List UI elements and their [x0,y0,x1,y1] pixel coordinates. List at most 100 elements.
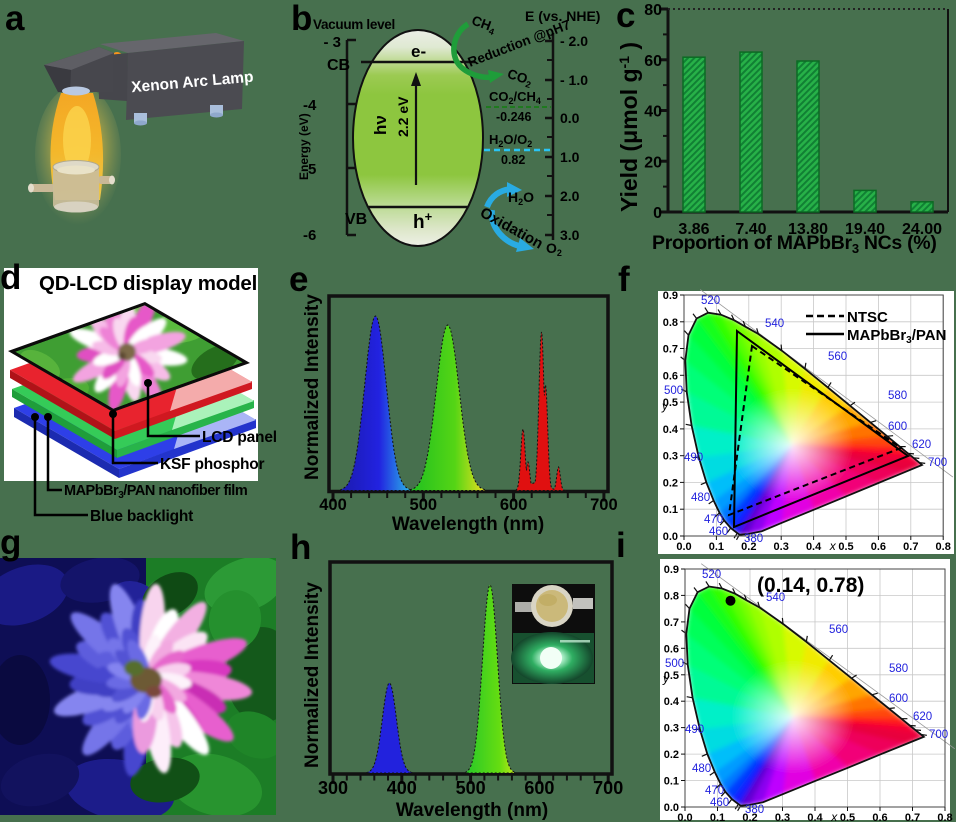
svg-text:0.8: 0.8 [937,812,952,822]
svg-text:0.1: 0.1 [710,812,725,822]
svg-text:0.3: 0.3 [663,451,678,463]
svg-text:2.0: 2.0 [560,188,580,204]
svg-text:0.0: 0.0 [560,110,580,126]
svg-text:MAPbBr3/PAN nanofiber film: MAPbBr3/PAN nanofiber film [64,483,247,501]
svg-text:480: 480 [691,492,710,504]
svg-text:a: a [5,0,25,38]
svg-text:f: f [618,260,630,299]
svg-text:0.4: 0.4 [806,541,822,553]
svg-text:0.5: 0.5 [663,397,678,409]
svg-text:g: g [0,523,21,562]
svg-text:0.5: 0.5 [840,812,855,822]
svg-text:0.4: 0.4 [807,812,823,822]
svg-text:Wavelength (nm): Wavelength (nm) [392,514,544,535]
svg-text:Blue backlight: Blue backlight [90,508,193,525]
svg-text:540: 540 [766,592,785,604]
svg-text:KSF phosphor: KSF phosphor [160,456,265,473]
svg-text:d: d [0,258,21,297]
svg-text:500: 500 [410,496,438,514]
svg-text:LCD panel: LCD panel [202,429,277,446]
svg-text:380: 380 [745,804,764,816]
svg-text:x: x [829,539,837,553]
svg-text:400: 400 [319,496,347,514]
svg-text:0.2: 0.2 [664,749,679,761]
svg-text:Normalized Intensity: Normalized Intensity [302,582,323,768]
svg-text:b: b [291,0,312,38]
svg-text:500: 500 [664,385,683,397]
svg-text:0.9: 0.9 [663,290,678,302]
svg-text:x: x [830,810,838,822]
svg-text:0.8: 0.8 [663,317,678,329]
svg-text:0.7: 0.7 [905,812,920,822]
svg-text:0.3: 0.3 [664,723,679,735]
svg-text:0.8: 0.8 [664,590,679,602]
svg-text:1.0: 1.0 [560,149,580,165]
svg-text:Wavelength (nm): Wavelength (nm) [396,800,548,821]
svg-text:460: 460 [709,526,728,538]
svg-text:E (vs. NHE): E (vs. NHE) [525,8,600,24]
svg-text:0.5: 0.5 [664,670,679,682]
svg-text:0.0: 0.0 [677,812,692,822]
svg-text:-6: -6 [303,227,316,244]
svg-text:700: 700 [593,778,623,798]
svg-text:19.40: 19.40 [845,221,885,238]
svg-text:Normalized Intensity: Normalized Intensity [302,294,323,480]
svg-text:500: 500 [665,658,684,670]
svg-text:CB: CB [327,57,350,74]
svg-text:- 3: - 3 [323,34,341,51]
svg-text:460: 460 [710,797,729,809]
svg-text:0.3: 0.3 [774,541,789,553]
svg-text:Vacuum level: Vacuum level [313,17,395,32]
svg-text:H2O/O2: H2O/O2 [489,132,532,149]
svg-text:0: 0 [653,205,662,222]
svg-text:VB: VB [345,211,367,228]
svg-text:600: 600 [524,778,554,798]
svg-text:520: 520 [702,569,721,581]
svg-text:(0.14, 0.78): (0.14, 0.78) [757,574,864,597]
svg-text:700: 700 [928,457,947,469]
svg-text:3.0: 3.0 [560,227,580,243]
svg-text:QD-LCD display model: QD-LCD display model [39,272,257,295]
svg-text:0.0: 0.0 [664,802,679,814]
svg-text:Yield (μmol g-1 ): Yield (μmol g-1 ) [616,42,642,212]
svg-text:y: y [661,399,669,413]
svg-text:560: 560 [829,624,848,636]
svg-text:CO2/CH4: CO2/CH4 [489,89,541,106]
svg-text:0.4: 0.4 [663,424,679,436]
svg-text:2.2 eV: 2.2 eV [395,96,411,137]
svg-text:i: i [616,526,626,565]
svg-text:0.7: 0.7 [663,344,678,356]
svg-text:470: 470 [705,785,724,797]
svg-text:60: 60 [644,53,662,70]
svg-text:-4: -4 [303,97,317,114]
svg-text:0.5: 0.5 [838,541,853,553]
svg-text:0.9: 0.9 [664,564,679,576]
svg-text:0.8: 0.8 [936,541,951,553]
svg-text:Proportion of MAPbBr3 NCs (%): Proportion of MAPbBr3 NCs (%) [652,232,937,256]
svg-text:H2O: H2O [508,189,534,207]
svg-text:y: y [662,672,670,686]
svg-text:700: 700 [929,729,948,741]
svg-text:c: c [616,0,635,35]
svg-text:580: 580 [888,390,907,402]
svg-text:-5: -5 [303,161,316,178]
svg-text:0.6: 0.6 [872,812,887,822]
svg-text:NTSC: NTSC [847,309,888,326]
svg-text:620: 620 [912,439,931,451]
svg-text:24.00: 24.00 [902,221,942,238]
svg-text:3.86: 3.86 [678,221,709,238]
svg-text:0.2: 0.2 [741,541,756,553]
svg-text:540: 540 [765,318,784,330]
svg-text:600: 600 [888,421,907,433]
svg-text:7.40: 7.40 [735,221,766,238]
svg-text:h: h [290,528,311,567]
svg-text:0.1: 0.1 [663,504,678,516]
svg-text:490: 490 [685,724,704,736]
svg-text:0.6: 0.6 [663,370,678,382]
svg-text:700: 700 [590,496,618,514]
svg-text:e-: e- [411,42,426,61]
svg-text:490: 490 [684,452,703,464]
svg-text:0.0: 0.0 [663,531,678,543]
svg-text:MAPbBr3/PAN: MAPbBr3/PAN [847,327,946,346]
svg-text:300: 300 [318,778,348,798]
